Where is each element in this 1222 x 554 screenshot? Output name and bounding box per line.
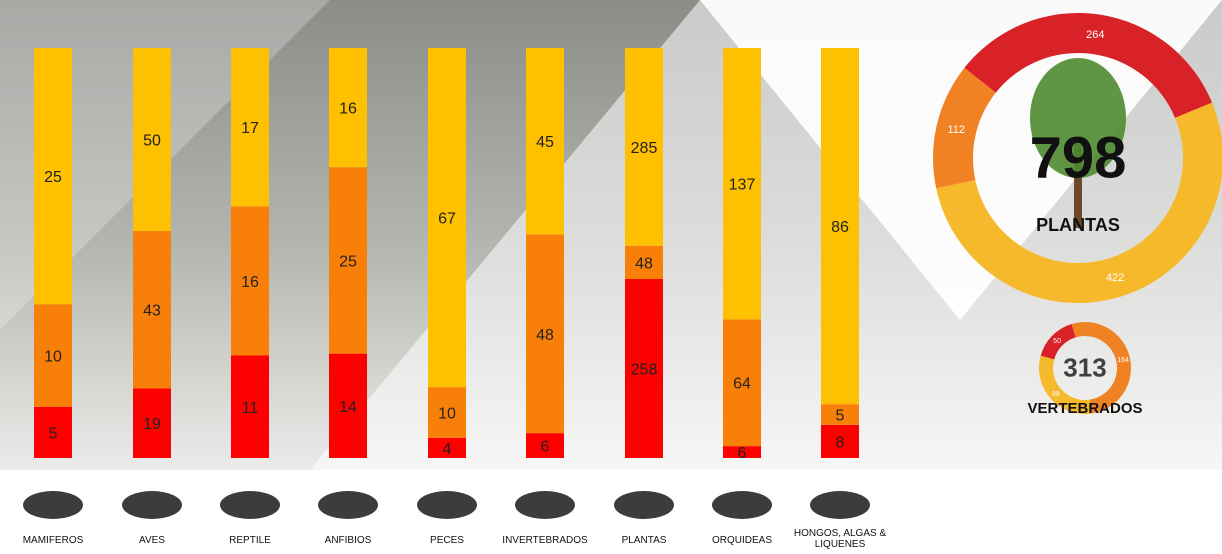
donut-value-label: 422 [1106,272,1124,284]
category-label: PLANTAS [621,535,667,546]
value-label: 285 [631,140,658,157]
value-label: 4 [443,441,452,458]
value-label: 14 [339,399,357,416]
donut-value-label: 50 [1053,338,1061,345]
value-label: 10 [438,405,456,422]
bar-segment [821,404,859,425]
value-label: 16 [241,274,259,291]
bar-segment [34,304,72,407]
value-label: 10 [44,349,62,366]
value-label: 48 [635,255,653,272]
category-label: ANFIBIOS [324,535,372,546]
category-label: AVES [139,535,165,546]
donut-segment [936,102,1222,304]
bar-segment [329,48,367,168]
animal-icon [515,491,575,519]
value-label: 5 [49,425,58,442]
category-label: REPTILE [229,535,271,546]
bar-segment [723,319,761,447]
category-label: ORQUIDEAS [711,535,772,546]
animal-icon [810,491,870,519]
animal-icon [614,491,674,519]
value-label: 43 [143,303,161,320]
donut-label: PLANTAS [1036,215,1120,235]
bar-segment [428,437,466,458]
value-label: 86 [831,219,849,236]
value-label: 48 [536,327,554,344]
bar-segment [723,446,761,458]
value-label: 17 [241,120,259,137]
background-shape [0,470,1222,554]
value-label: 25 [339,253,357,270]
value-label: 64 [733,376,751,393]
donut-total: 798 [1030,125,1127,190]
donut-value-label: 264 [1086,29,1104,41]
bar-segment [526,48,564,235]
category-label: MAMIFEROS [22,535,84,546]
bar-segment [231,206,269,356]
donut-segment [933,67,996,189]
donut-value-label: 164 [1117,357,1129,364]
animal-icon [122,491,182,519]
value-label: 8 [836,434,845,451]
value-label: 19 [143,416,161,433]
bar-segment [133,48,171,232]
value-label: 45 [536,134,554,151]
value-label: 6 [541,439,550,456]
bar-segment [821,424,859,458]
donut-segment [1038,355,1092,414]
bar-segment [625,245,663,280]
bar-segment [821,48,859,405]
donut-value-label: 112 [948,124,966,136]
value-label: 11 [242,400,259,417]
donut-segment [1071,322,1131,414]
bar-segment [231,48,269,207]
bar-segment [329,167,367,354]
value-label: 258 [631,362,658,379]
category-label: HONGOS, ALGAS & LIQUENES [793,528,887,550]
bar-segment [526,433,564,458]
value-label: 50 [143,133,161,150]
bar-segment [133,388,171,458]
bar-segment [428,387,466,438]
bar-segment [34,48,72,305]
tree-crown [1030,58,1126,178]
bar-segment [723,48,761,320]
category-label: INVERTEBRADOS [502,535,588,546]
tree-trunk [1074,138,1082,228]
donut-segment [964,12,1212,118]
bar-segment [133,231,171,389]
animal-icon [23,491,83,519]
bar-segment [526,234,564,434]
donut-segment [1040,324,1076,360]
value-label: 6 [738,445,747,462]
category-label: PECES [430,535,464,546]
animal-icon [318,491,378,519]
bar-segment [625,48,663,246]
animal-icon [220,491,280,519]
value-label: 137 [729,177,756,194]
animal-icon [417,491,477,519]
donut-value-label: 99 [1052,391,1060,398]
bar-segment [34,406,72,458]
value-label: 67 [438,211,456,228]
donut-label: VERTEBRADOS [1027,400,1142,417]
bar-segment [231,355,269,458]
bar-segment [625,279,663,458]
value-label: 25 [44,169,62,186]
bar-segment [428,48,466,388]
bar-segment [329,353,367,458]
value-label: 16 [339,101,357,118]
value-label: 5 [836,408,845,425]
animal-icon [712,491,772,519]
donut-total: 313 [1063,353,1106,383]
